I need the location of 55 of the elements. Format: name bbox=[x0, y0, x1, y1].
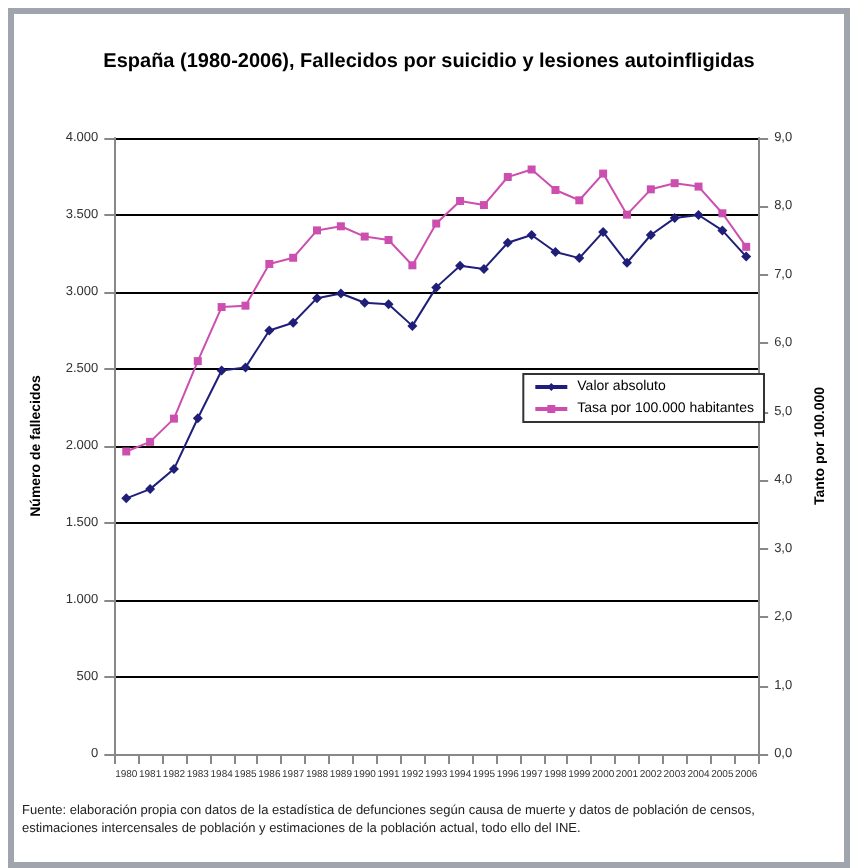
point bbox=[216, 365, 227, 376]
point bbox=[168, 464, 179, 475]
point bbox=[622, 210, 631, 219]
point bbox=[502, 237, 513, 248]
point bbox=[241, 301, 250, 310]
point bbox=[478, 263, 489, 274]
point bbox=[431, 282, 442, 293]
point bbox=[384, 235, 393, 244]
point bbox=[121, 493, 132, 504]
point bbox=[550, 246, 561, 257]
point bbox=[240, 362, 251, 373]
point bbox=[264, 325, 275, 336]
point bbox=[383, 299, 394, 310]
point bbox=[742, 242, 751, 251]
point bbox=[574, 253, 585, 264]
point bbox=[599, 169, 608, 178]
point bbox=[670, 179, 679, 188]
point bbox=[288, 317, 299, 328]
point bbox=[551, 186, 560, 195]
point bbox=[360, 232, 369, 241]
point bbox=[646, 185, 655, 194]
point bbox=[669, 213, 680, 224]
point bbox=[717, 225, 728, 236]
point bbox=[359, 297, 370, 308]
point bbox=[336, 222, 345, 231]
point bbox=[289, 253, 298, 262]
point bbox=[741, 251, 752, 262]
point bbox=[527, 165, 536, 174]
point bbox=[621, 257, 632, 268]
point bbox=[192, 413, 203, 424]
point bbox=[122, 447, 131, 456]
point bbox=[718, 209, 727, 218]
point bbox=[575, 196, 584, 205]
point bbox=[456, 196, 465, 205]
point bbox=[645, 230, 656, 241]
point bbox=[312, 293, 323, 304]
point bbox=[407, 320, 418, 331]
point bbox=[455, 260, 466, 271]
point bbox=[432, 219, 441, 228]
point bbox=[193, 357, 202, 366]
point bbox=[217, 303, 226, 312]
point bbox=[265, 259, 274, 268]
point bbox=[479, 201, 488, 210]
point bbox=[335, 288, 346, 299]
point bbox=[313, 226, 322, 235]
point bbox=[145, 484, 156, 495]
point bbox=[526, 230, 537, 241]
point bbox=[503, 173, 512, 182]
point bbox=[693, 210, 704, 220]
point bbox=[146, 437, 155, 446]
point bbox=[408, 261, 417, 270]
point bbox=[598, 226, 609, 237]
chart-title: España (1980-2006), Fallecidos por suicidio y lesiones autoinfligidas bbox=[103, 51, 756, 73]
point bbox=[694, 182, 703, 191]
point bbox=[169, 414, 178, 423]
